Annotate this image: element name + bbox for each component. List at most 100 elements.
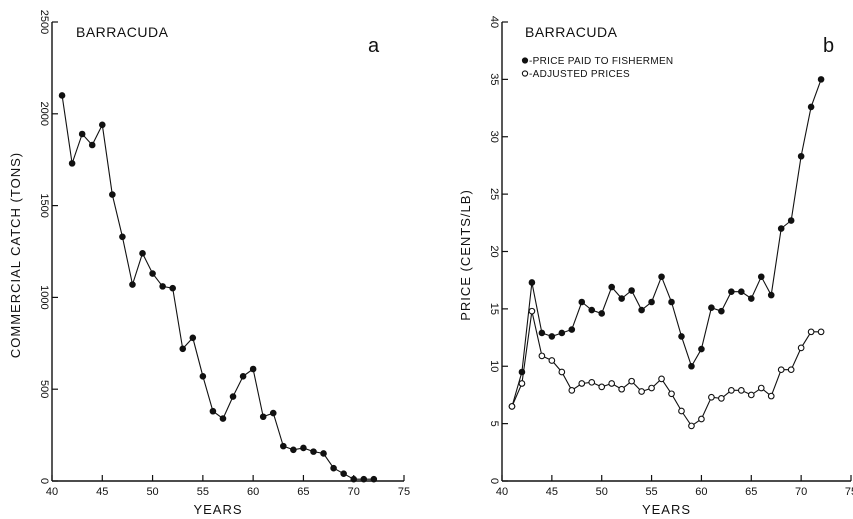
data-point [757,273,765,281]
data-point [817,76,825,83]
y-tick-label: 2000 [38,102,50,126]
x-tick-label: 55 [197,486,209,498]
data-point [280,442,287,450]
legend-label: -PRICE PAID TO FISHERMEN [529,56,673,67]
y-tick-label: 0 [38,478,50,484]
data-point [109,191,116,198]
data-point [330,464,337,472]
data-point [219,415,227,422]
legend-label: -ADJUSTED PRICES [529,69,630,80]
data-point [817,328,825,336]
data-point [310,448,317,455]
y-tick-label: 0 [488,478,500,484]
data-point [78,130,86,138]
data-point [249,365,257,373]
x-axis-label: YEARS [193,502,242,517]
data-point [340,470,347,477]
data-point [518,380,526,387]
data-point [618,295,625,302]
data-point [189,334,197,342]
x-tick-label: 75 [845,486,853,498]
data-point [588,306,596,314]
y-axis-label: PRICE (CENTS/LB) [458,189,473,321]
data-point [638,388,645,395]
data-point [688,422,695,430]
y-axis-label: COMMERCIAL CATCH (TONS) [8,152,23,358]
data-point [290,446,297,454]
series-line-2 [511,311,822,427]
data-point [538,352,546,360]
data-point [548,333,556,340]
data-point [199,373,207,380]
y-tick-label: 15 [488,303,500,315]
y-tick-label: 30 [488,131,500,143]
data-point [648,384,655,392]
x-tick-label: 50 [596,486,608,498]
x-tick-label: 65 [297,486,309,498]
data-point [229,393,237,400]
chart-panel-a: 40 45 50 55 60 65 70 75 0 500 1000 1500 2000 2500 YEAR… [8,10,410,517]
data-point [738,288,745,295]
data-point [747,295,755,302]
x-tick-label: 55 [645,486,657,498]
data-point [658,375,665,383]
data-point [668,298,675,306]
chart-panel-b: 40 45 50 55 60 65 70 75 0 5 10 15 20 25 30 35 40 YEARS PRI… [458,16,853,517]
data-point [777,366,785,374]
data-point [658,273,665,281]
data-point [728,288,735,295]
data-point [58,92,66,99]
data-point [608,283,615,291]
data-point [747,391,755,399]
data-point [628,287,635,294]
data-point [538,329,546,337]
data-point [269,409,277,417]
y-tick-label: 35 [488,73,500,85]
x-axis-label: YEARS [642,502,691,517]
series-line-1 [511,79,822,407]
data-point [568,326,576,333]
x-tick-label: 70 [795,486,807,498]
data-point [259,413,267,421]
data-point [767,291,775,299]
data-point [508,403,516,410]
x-tick-label: 40 [46,486,58,498]
y-tick-label: 2500 [38,10,50,34]
y-tick-label: 10 [488,360,500,372]
data-point [608,380,616,387]
data-point [718,395,725,402]
legend-marker [521,70,529,77]
data-point [370,475,378,483]
data-point [169,284,176,292]
data-point [149,270,156,277]
data-point [528,307,536,315]
data-point [777,225,785,232]
data-point [718,307,725,315]
data-point [360,475,368,483]
data-point [528,279,536,286]
data-point [159,283,166,290]
data-point [757,384,765,392]
x-tick-label: 45 [96,486,108,498]
y-tick-label: 1000 [38,285,50,309]
data-point [548,357,556,364]
data-point [708,304,715,312]
data-point [787,366,795,374]
data-point [320,450,327,457]
y-tick-label: 40 [488,16,500,28]
data-point [797,152,805,160]
data-point [638,306,645,314]
data-point [708,393,715,401]
x-tick-label: 50 [146,486,158,498]
data-point [737,386,745,394]
y-tick-label: 20 [488,245,500,257]
x-tick-label: 60 [247,486,259,498]
data-point [618,385,626,393]
data-point [578,380,586,387]
data-point [300,444,307,452]
data-point [558,329,566,337]
data-point [698,415,705,423]
data-point [350,475,358,483]
y-tick-label: 25 [488,188,500,200]
